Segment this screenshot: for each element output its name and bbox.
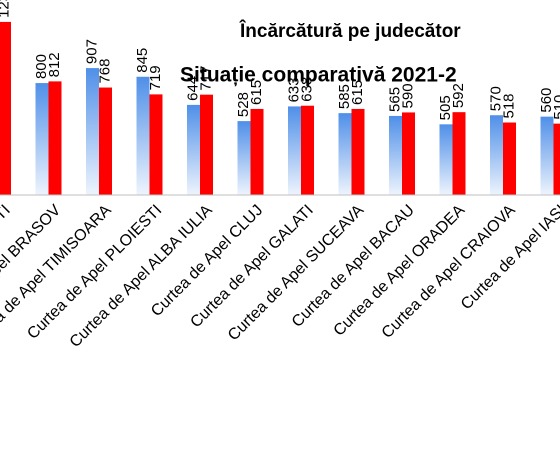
data-label: 585 — [336, 84, 353, 109]
bar — [452, 112, 466, 195]
chart-subtitle: Situație comparativă 2021-2 — [180, 64, 457, 87]
data-label: 1237 — [0, 0, 12, 18]
data-label: 845 — [134, 48, 151, 73]
bars: 800 907 845 644 528 633 585 565 505 570 560 1237 812… — [0, 0, 560, 195]
bar — [48, 81, 62, 195]
bar — [187, 104, 200, 195]
chart-title: Încărcătură pe judecător — [239, 20, 461, 42]
bar — [35, 83, 49, 195]
bar — [288, 106, 301, 195]
data-label: 812 — [46, 52, 63, 77]
bar — [553, 123, 560, 195]
bar — [503, 122, 516, 195]
data-label: 590 — [399, 83, 416, 108]
bar — [250, 108, 264, 195]
bar — [237, 121, 251, 195]
data-label: 633 — [285, 77, 302, 102]
bar — [490, 115, 503, 195]
data-label: 518 — [500, 93, 517, 118]
bar — [149, 94, 163, 195]
data-label: 717 — [197, 66, 214, 91]
x-tick-label: Curtea de Apel BUCURESTI — [0, 202, 14, 357]
bar — [402, 112, 415, 195]
bar — [338, 113, 352, 195]
data-label: 505 — [437, 95, 454, 120]
bar — [99, 87, 112, 195]
data-label: 570 — [487, 86, 504, 111]
data-label: 615 — [349, 80, 366, 105]
bar — [389, 115, 402, 195]
bar — [301, 105, 314, 195]
data-label: 907 — [83, 39, 100, 64]
bar — [200, 94, 213, 195]
data-label: 615 — [248, 80, 265, 105]
data-label: 592 — [450, 83, 467, 108]
bar — [540, 116, 554, 195]
data-label: 565 — [386, 87, 403, 112]
data-label: 644 — [184, 76, 201, 101]
data-label: 638 — [298, 77, 315, 102]
data-label: 560 — [538, 88, 555, 113]
data-label: 800 — [33, 54, 50, 79]
data-label: 528 — [235, 92, 252, 117]
data-label: 510 — [551, 95, 560, 120]
bar — [351, 108, 365, 195]
bar — [439, 124, 453, 195]
bar — [0, 21, 11, 195]
data-label: 768 — [96, 59, 113, 84]
bar — [136, 76, 150, 195]
data-label: 719 — [147, 65, 164, 90]
bar — [86, 68, 99, 195]
